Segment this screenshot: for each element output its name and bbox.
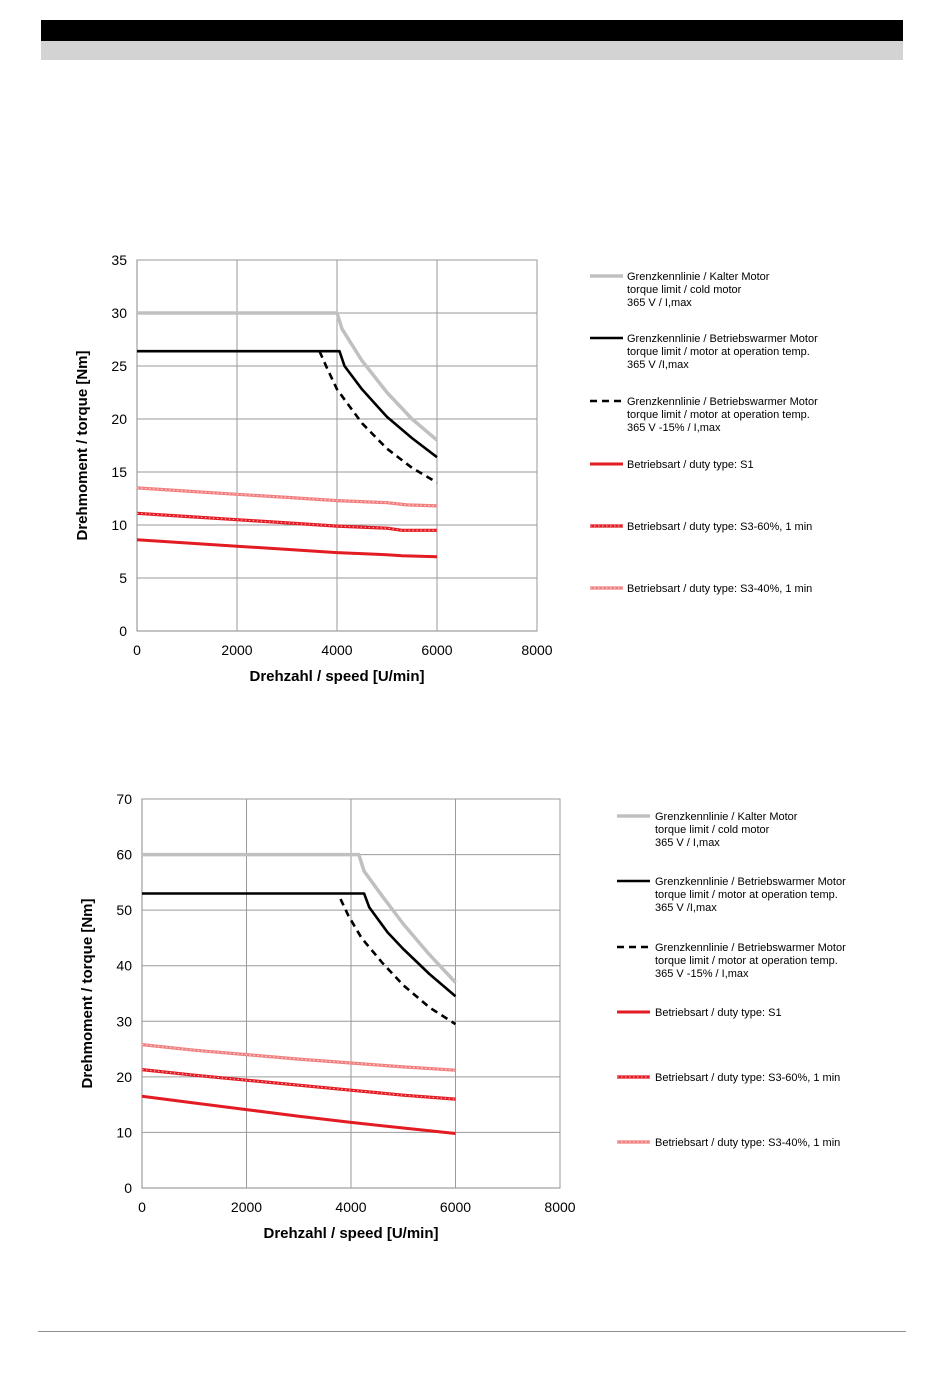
x-tick-label: 6000: [421, 642, 452, 658]
y-tick-label: 5: [119, 570, 127, 586]
legend-entry-text: 365 V /I,max: [627, 359, 689, 371]
series-line-warm: [142, 892, 457, 998]
legend-entry-text: Betriebsart / duty type: S3-60%, 1 min: [627, 521, 812, 533]
series-line-s3-60: [141, 1068, 456, 1101]
legend-entry-text: Betriebsart / duty type: S1: [655, 1007, 782, 1019]
header-bar: [41, 20, 903, 41]
legend-entry-text: torque limit / motor at operation temp.: [627, 409, 810, 421]
series-line-s3-40: [141, 1043, 456, 1072]
series-line-s3-60: [136, 511, 437, 532]
legend-entry-text: Betriebsart / duty type: S3-60%, 1 min: [655, 1072, 840, 1084]
series-texture-s3-60: [141, 1069, 456, 1100]
torque-speed-chart-2: 0 10 20 30 40 50 60 70 0 2000 4000 6000 8000 Drehzahl…: [79, 791, 846, 1242]
y-tick-label: 50: [116, 902, 132, 918]
legend-entry-text: Betriebsart / duty type: S3-40%, 1 min: [655, 1137, 840, 1149]
legend-entry-text: torque limit / motor at operation temp.: [655, 955, 838, 967]
legend-entry-text: 365 V / I,max: [655, 837, 720, 849]
legend-entry-text: torque limit / cold motor: [655, 824, 770, 836]
legend-entry-text: Grenzkennlinie / Kalter Motor: [627, 271, 770, 283]
series-line-warm: [137, 349, 438, 459]
y-tick-label: 0: [124, 1180, 132, 1196]
x-tick-label: 4000: [321, 642, 352, 658]
series-line-s3-40: [136, 486, 438, 508]
legend-entry-text: torque limit / motor at operation temp.: [627, 346, 810, 358]
y-tick-label: 25: [111, 358, 127, 374]
y-tick-label: 35: [111, 252, 127, 268]
x-tick-label: 2000: [231, 1199, 262, 1215]
legend-entry-text: Betriebsart / duty type: S1: [627, 459, 754, 471]
series-line-cold: [142, 852, 457, 984]
header-band: [41, 41, 903, 60]
y-axis-label: Drehmoment / torque [Nm]: [74, 350, 91, 540]
x-tick-label: 8000: [544, 1199, 575, 1215]
legend-entry-text: Grenzkennlinie / Betriebswarmer Motor: [655, 876, 846, 888]
legend-entry-text: Grenzkennlinie / Betriebswarmer Motor: [627, 396, 818, 408]
y-tick-label: 10: [116, 1124, 132, 1140]
x-axis-label: Drehzahl / speed [U/min]: [263, 1225, 438, 1242]
y-tick-label: 20: [116, 1069, 132, 1085]
x-tick-label: 4000: [335, 1199, 366, 1215]
y-axis-label: Drehmoment / torque [Nm]: [79, 898, 96, 1088]
series-texture-s3-40: [141, 1044, 456, 1071]
y-tick-label: 60: [116, 847, 132, 863]
y-tick-label: 0: [119, 623, 127, 639]
legend-entry-text: 365 V /I,max: [655, 902, 717, 914]
series-line-cold: [137, 311, 439, 442]
x-axis-label: Drehzahl / speed [U/min]: [249, 668, 424, 685]
legend-entry-text: 365 V / I,max: [627, 297, 692, 309]
y-tick-label: 70: [116, 791, 132, 807]
footer-rule: [38, 1331, 906, 1332]
y-tick-label: 10: [111, 517, 127, 533]
legend-entry-text: torque limit / cold motor: [627, 284, 742, 296]
legend-entry-text: 365 V -15% / I,max: [627, 422, 721, 434]
legend-entry-text: Grenzkennlinie / Betriebswarmer Motor: [627, 333, 818, 345]
series-line-s1: [136, 538, 438, 559]
series-line-warm15: [339, 898, 457, 1026]
y-tick-label: 30: [116, 1013, 132, 1029]
x-tick-label: 8000: [521, 642, 552, 658]
x-tick-label: 6000: [440, 1199, 471, 1215]
legend-entry-text: torque limit / motor at operation temp.: [655, 889, 838, 901]
legend-entry-text: Betriebsart / duty type: S3-40%, 1 min: [627, 583, 812, 595]
y-tick-label: 40: [116, 958, 132, 974]
series-line-warm15: [318, 350, 438, 484]
legend-entry-text: 365 V -15% / I,max: [655, 968, 749, 980]
y-tick-label: 30: [111, 305, 127, 321]
x-tick-label: 0: [133, 642, 141, 658]
y-tick-label: 15: [111, 464, 127, 480]
x-tick-label: 0: [138, 1199, 146, 1215]
y-tick-label: 20: [111, 411, 127, 427]
legend-entry-text: Grenzkennlinie / Betriebswarmer Motor: [655, 942, 846, 954]
legend-entry-text: Grenzkennlinie / Kalter Motor: [655, 811, 798, 823]
torque-speed-chart-1: 0 5 10 15 20 25 30 35 0 2000 4000 6000 8000 Drehzahl …: [74, 252, 818, 685]
x-tick-label: 2000: [221, 642, 252, 658]
series-line-s1: [141, 1094, 456, 1135]
